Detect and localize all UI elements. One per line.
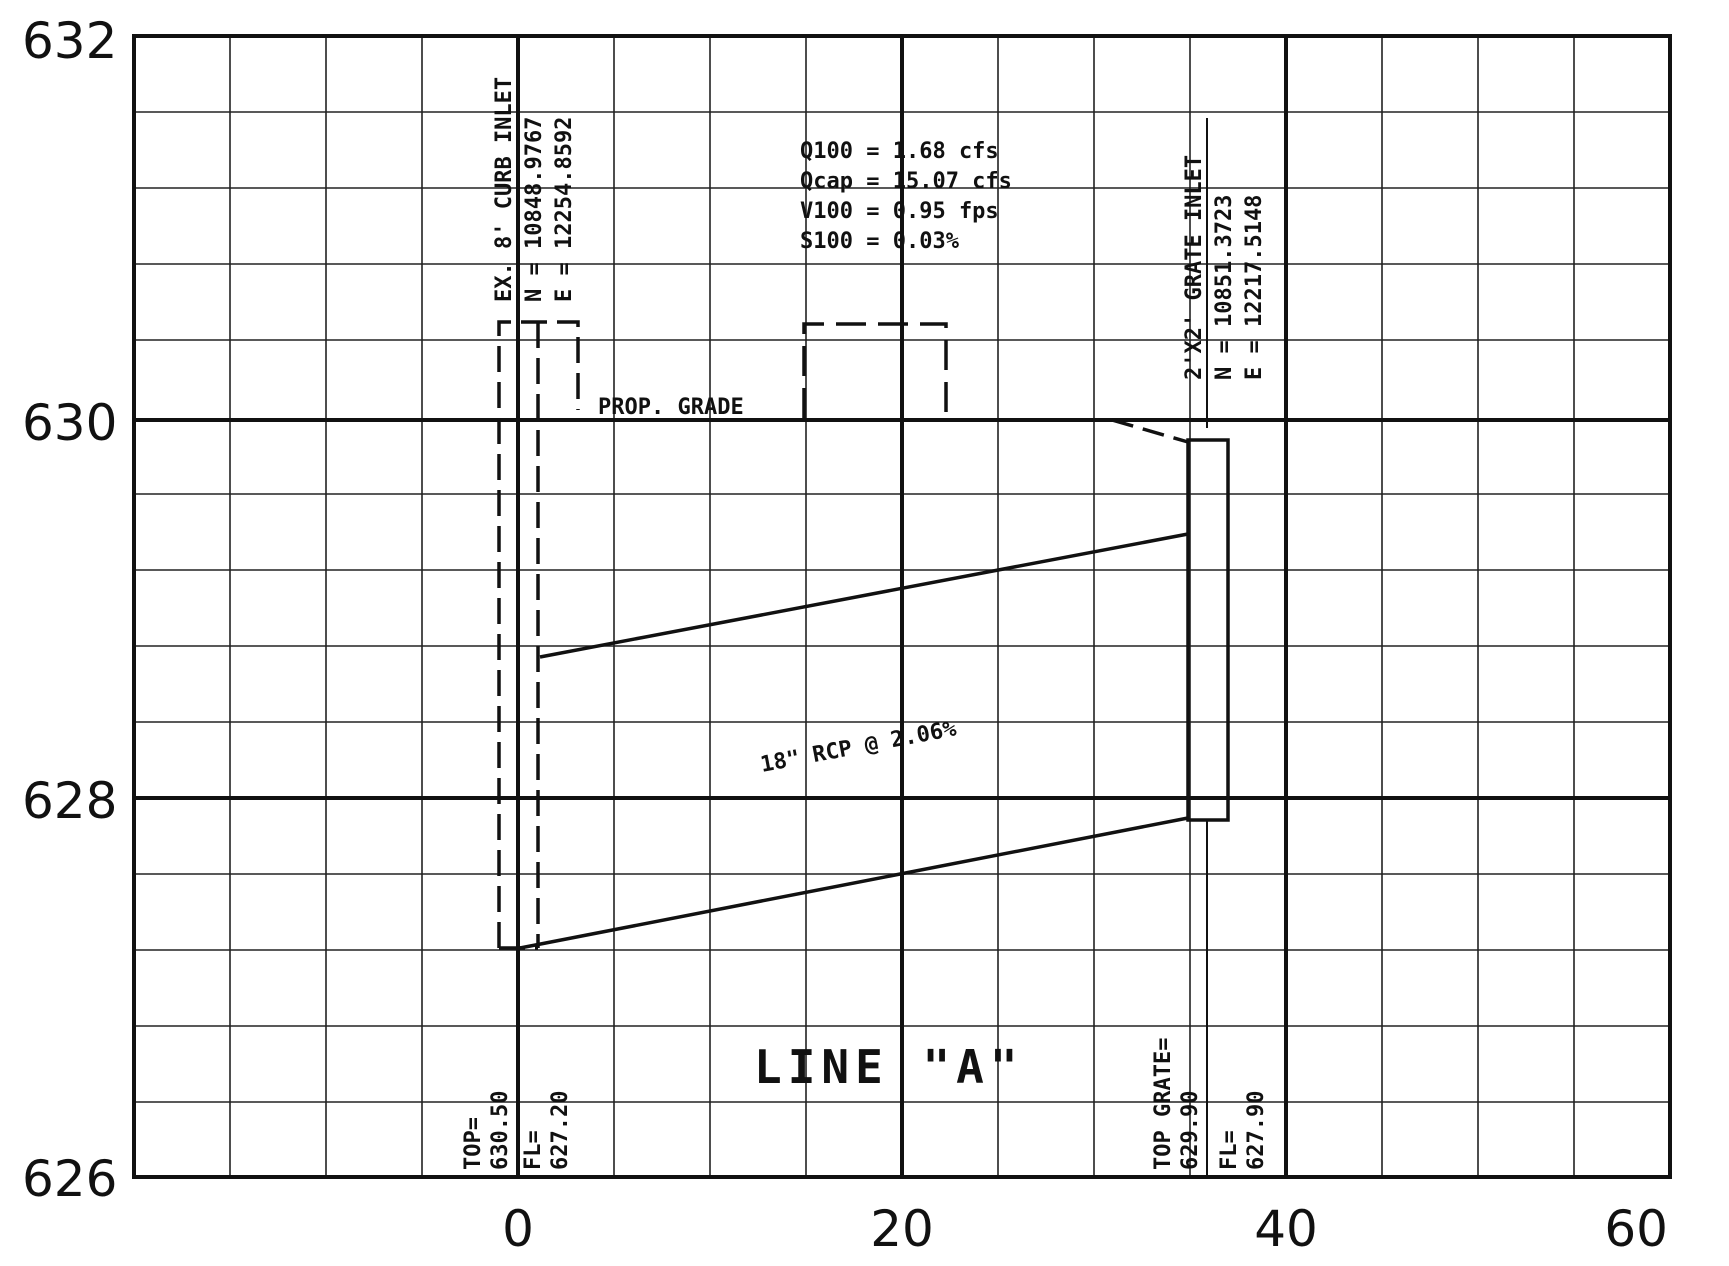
grate-inlet-fl-label: FL= xyxy=(1217,1130,1242,1170)
grate-inlet-title: 2'X2' GRATE INLET xyxy=(1182,155,1207,380)
major-grid xyxy=(132,34,1672,1179)
curb-inlet-east: E = 12254.8592 xyxy=(552,117,577,302)
flow-q100: Q100 = 1.68 cfs xyxy=(800,139,999,164)
grate-inlet-structure xyxy=(1186,118,1230,1177)
curb-inlet-fl-label: FL= xyxy=(521,1130,546,1170)
flow-qcap: Qcap = 15.07 cfs xyxy=(800,169,1012,194)
grate-inlet-top-label: TOP GRATE= xyxy=(1151,1038,1176,1170)
grate-inlet-east: E = 12217.5148 xyxy=(1242,195,1267,380)
grate-inlet-fl-value: 627.90 xyxy=(1244,1091,1269,1170)
x-tick-60: 60 xyxy=(1604,1200,1668,1258)
grate-inlet-top-value: 629.90 xyxy=(1178,1091,1203,1170)
curb-inlet-structure xyxy=(497,320,580,950)
curb-inlet-fl-value: 627.20 xyxy=(548,1091,573,1170)
y-tick-632: 632 xyxy=(22,12,117,70)
curb-inlet-title: EX. 8' CURB INLET xyxy=(492,77,517,302)
pipe-18in-rcp xyxy=(519,532,1189,950)
curb-inlet-top-value: 630.50 xyxy=(488,1091,513,1170)
grate-inlet-annotations: 2'X2' GRATE INLET N = 10851.3723 E = 122… xyxy=(1151,155,1269,1170)
flow-v100: V100 = 0.95 fps xyxy=(800,199,999,224)
pipe-label: 18" RCP @ 2.06% xyxy=(758,716,959,778)
line-title: LINE "A" xyxy=(754,1040,1024,1094)
y-tick-626: 626 xyxy=(22,1150,117,1208)
curb-inlet-north: N = 10848.9767 xyxy=(522,117,547,302)
grade-dash xyxy=(1111,418,1189,444)
x-tick-0: 0 xyxy=(502,1200,534,1258)
grate-inlet-north: N = 10851.3723 xyxy=(1212,195,1237,380)
prop-grade-label: PROP. GRADE xyxy=(598,395,744,420)
proposed-grade-structure xyxy=(802,322,948,418)
x-tick-20: 20 xyxy=(870,1200,934,1258)
y-tick-628: 628 xyxy=(22,772,117,830)
x-tick-40: 40 xyxy=(1254,1200,1318,1258)
flow-s100: S100 = 0.03% xyxy=(800,229,960,254)
curb-inlet-top-label: TOP= xyxy=(461,1117,486,1170)
curb-inlet-annotations: EX. 8' CURB INLET N = 10848.9767 E = 122… xyxy=(461,77,577,1170)
flow-data: Q100 = 1.68 cfs Qcap = 15.07 cfs V100 = … xyxy=(800,139,1012,254)
y-tick-630: 630 xyxy=(22,394,117,452)
